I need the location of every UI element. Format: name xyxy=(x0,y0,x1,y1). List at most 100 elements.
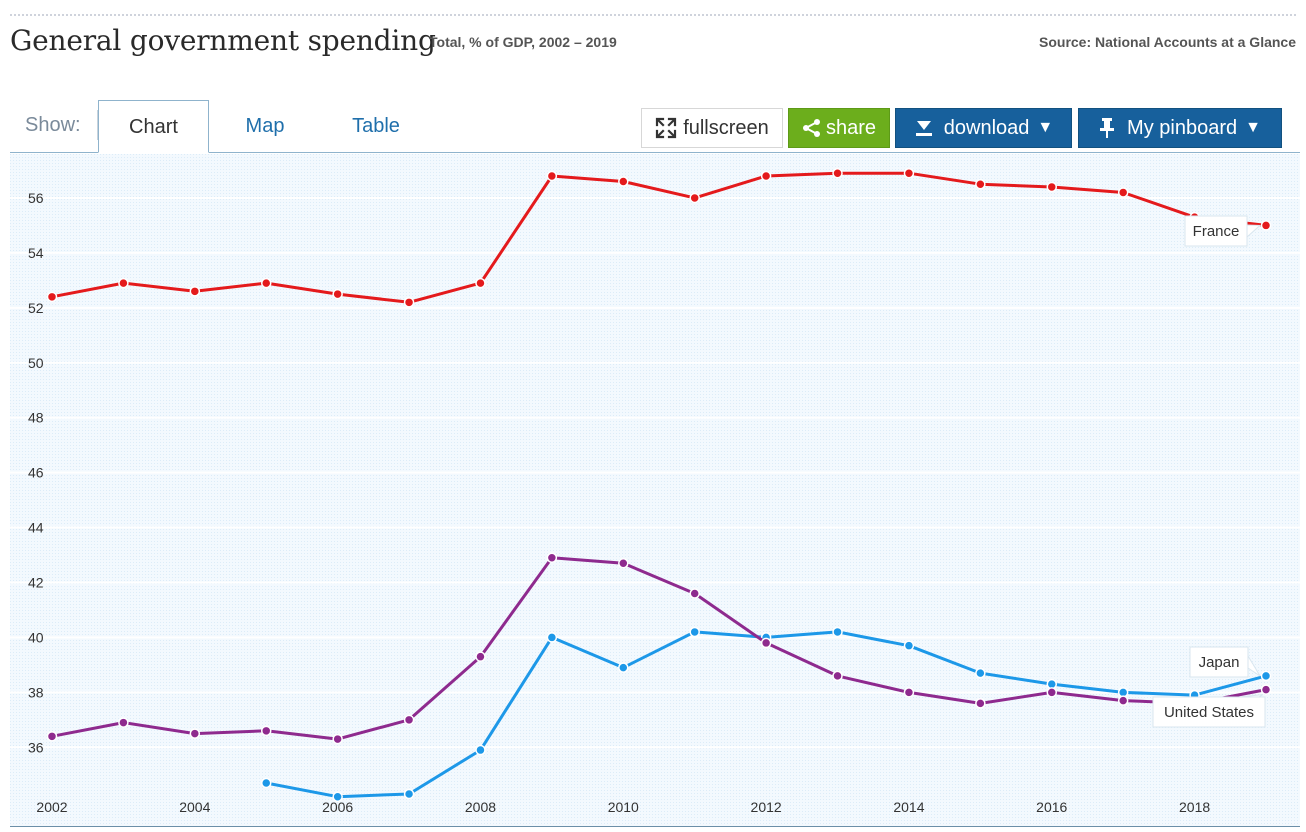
data-point-france xyxy=(403,297,415,308)
data-point-france xyxy=(689,192,700,204)
y-tick-label: 54 xyxy=(28,245,44,261)
data-point-france xyxy=(1117,187,1129,198)
fullscreen-label: fullscreen xyxy=(683,117,769,139)
tab-chart[interactable]: Chart xyxy=(98,100,209,153)
data-point-france xyxy=(1260,220,1272,231)
data-point-japan xyxy=(1260,670,1272,682)
x-tick-label: 2004 xyxy=(179,799,210,815)
data-point-japan xyxy=(332,791,343,802)
tab-table[interactable]: Table xyxy=(352,115,400,137)
pinboard-label: My pinboard xyxy=(1127,117,1238,139)
share-icon xyxy=(802,118,822,138)
series-line-france xyxy=(51,171,1267,304)
data-point-japan xyxy=(689,626,700,638)
chart-subtitle: Total, % of GDP, 2002 – 2019 xyxy=(429,34,617,50)
x-tick-label: 2006 xyxy=(322,799,353,815)
data-point-united-states xyxy=(46,731,58,742)
y-tick-label: 46 xyxy=(28,465,44,481)
data-point-france xyxy=(975,178,986,190)
tab-map[interactable]: Map xyxy=(245,115,285,137)
series-line-united-states xyxy=(51,556,1267,741)
series-label-japan: Japan xyxy=(1199,654,1240,671)
series-label-box-france xyxy=(1184,215,1248,247)
data-point-united-states xyxy=(689,588,700,599)
data-point-united-states xyxy=(1260,684,1272,695)
data-point-united-states xyxy=(618,558,629,569)
expand-arrows-icon xyxy=(655,117,677,139)
data-point-japan xyxy=(546,632,558,643)
y-tick-label: 36 xyxy=(28,739,44,755)
data-point-united-states xyxy=(903,687,915,698)
view-toolbar: Show: Chart Map Table fullscreen share xyxy=(10,100,1300,154)
download-button[interactable]: download ▼ xyxy=(895,108,1072,148)
download-label: download xyxy=(943,117,1030,139)
data-point-france xyxy=(903,167,915,179)
page-title: General government spending xyxy=(10,24,436,57)
data-point-united-states xyxy=(403,714,415,726)
chart-area: 36 38 40 42 44 46 48 50 52 54 56 2002 2004 2006 2008 2… xyxy=(10,154,1300,826)
data-point-united-states xyxy=(1117,695,1129,706)
data-point-france xyxy=(1046,181,1058,193)
bottom-divider xyxy=(10,826,1300,827)
data-point-united-states xyxy=(832,670,843,682)
x-tick-label: 2010 xyxy=(608,799,639,815)
data-point-japan xyxy=(403,788,415,800)
data-point-united-states xyxy=(1046,687,1058,698)
x-tick-label: 2012 xyxy=(751,799,782,815)
show-separator xyxy=(97,110,98,140)
top-divider xyxy=(10,14,1296,16)
data-point-france xyxy=(260,277,272,289)
y-tick-label: 42 xyxy=(28,574,44,590)
data-point-united-states xyxy=(546,552,558,564)
data-point-france xyxy=(760,170,772,182)
data-point-france xyxy=(118,277,129,289)
data-point-france xyxy=(332,288,343,300)
y-tick-label: 56 xyxy=(28,190,44,206)
source-link[interactable]: Source: National Accounts at a Glance xyxy=(1039,34,1296,50)
caret-down-icon: ▼ xyxy=(1037,119,1054,136)
tab-underline xyxy=(10,152,1300,153)
data-point-united-states xyxy=(975,698,986,709)
y-tick-label: 40 xyxy=(28,629,44,645)
data-point-united-states xyxy=(260,725,272,737)
y-tick-label: 50 xyxy=(28,355,44,371)
data-point-japan xyxy=(903,640,915,651)
x-tick-label: 2002 xyxy=(36,799,67,815)
data-point-united-states xyxy=(760,637,772,649)
x-tick-label: 2018 xyxy=(1179,799,1210,815)
data-point-united-states xyxy=(475,651,486,662)
data-point-united-states xyxy=(118,717,129,728)
y-tick-label: 52 xyxy=(28,300,44,316)
series-label-france: France xyxy=(1193,223,1240,240)
y-tick-label: 48 xyxy=(28,410,44,426)
pinboard-button[interactable]: My pinboard ▼ xyxy=(1078,108,1282,148)
caret-down-icon: ▼ xyxy=(1245,119,1261,136)
share-label: share xyxy=(825,117,877,139)
plot-background xyxy=(10,154,1300,826)
data-point-france xyxy=(475,277,486,289)
share-button[interactable]: share xyxy=(788,108,890,148)
data-point-japan xyxy=(618,662,629,673)
data-point-japan xyxy=(475,744,486,756)
line-chart: 36 38 40 42 44 46 48 50 52 54 56 2002 2004 2006 2008 2… xyxy=(10,154,1300,826)
data-point-france xyxy=(46,291,58,303)
data-point-united-states xyxy=(189,728,201,739)
data-point-france xyxy=(189,286,201,297)
data-point-united-states xyxy=(332,733,343,745)
y-tick-label: 44 xyxy=(28,520,44,536)
data-point-japan xyxy=(832,626,843,638)
pushpin-icon xyxy=(1099,117,1115,139)
series-label-united-states: United States xyxy=(1164,704,1254,721)
data-point-japan xyxy=(260,777,272,789)
data-point-france xyxy=(832,167,843,179)
y-tick-label: 38 xyxy=(28,684,44,700)
x-tick-label: 2016 xyxy=(1036,799,1067,815)
data-point-france xyxy=(618,176,629,187)
series-label-box-japan xyxy=(1189,646,1249,678)
data-point-france xyxy=(546,170,558,182)
download-icon xyxy=(914,118,934,138)
series-label-box-united-states xyxy=(1152,696,1266,728)
data-point-japan xyxy=(975,667,986,679)
fullscreen-button[interactable]: fullscreen xyxy=(641,108,783,148)
x-tick-label: 2008 xyxy=(465,799,496,815)
